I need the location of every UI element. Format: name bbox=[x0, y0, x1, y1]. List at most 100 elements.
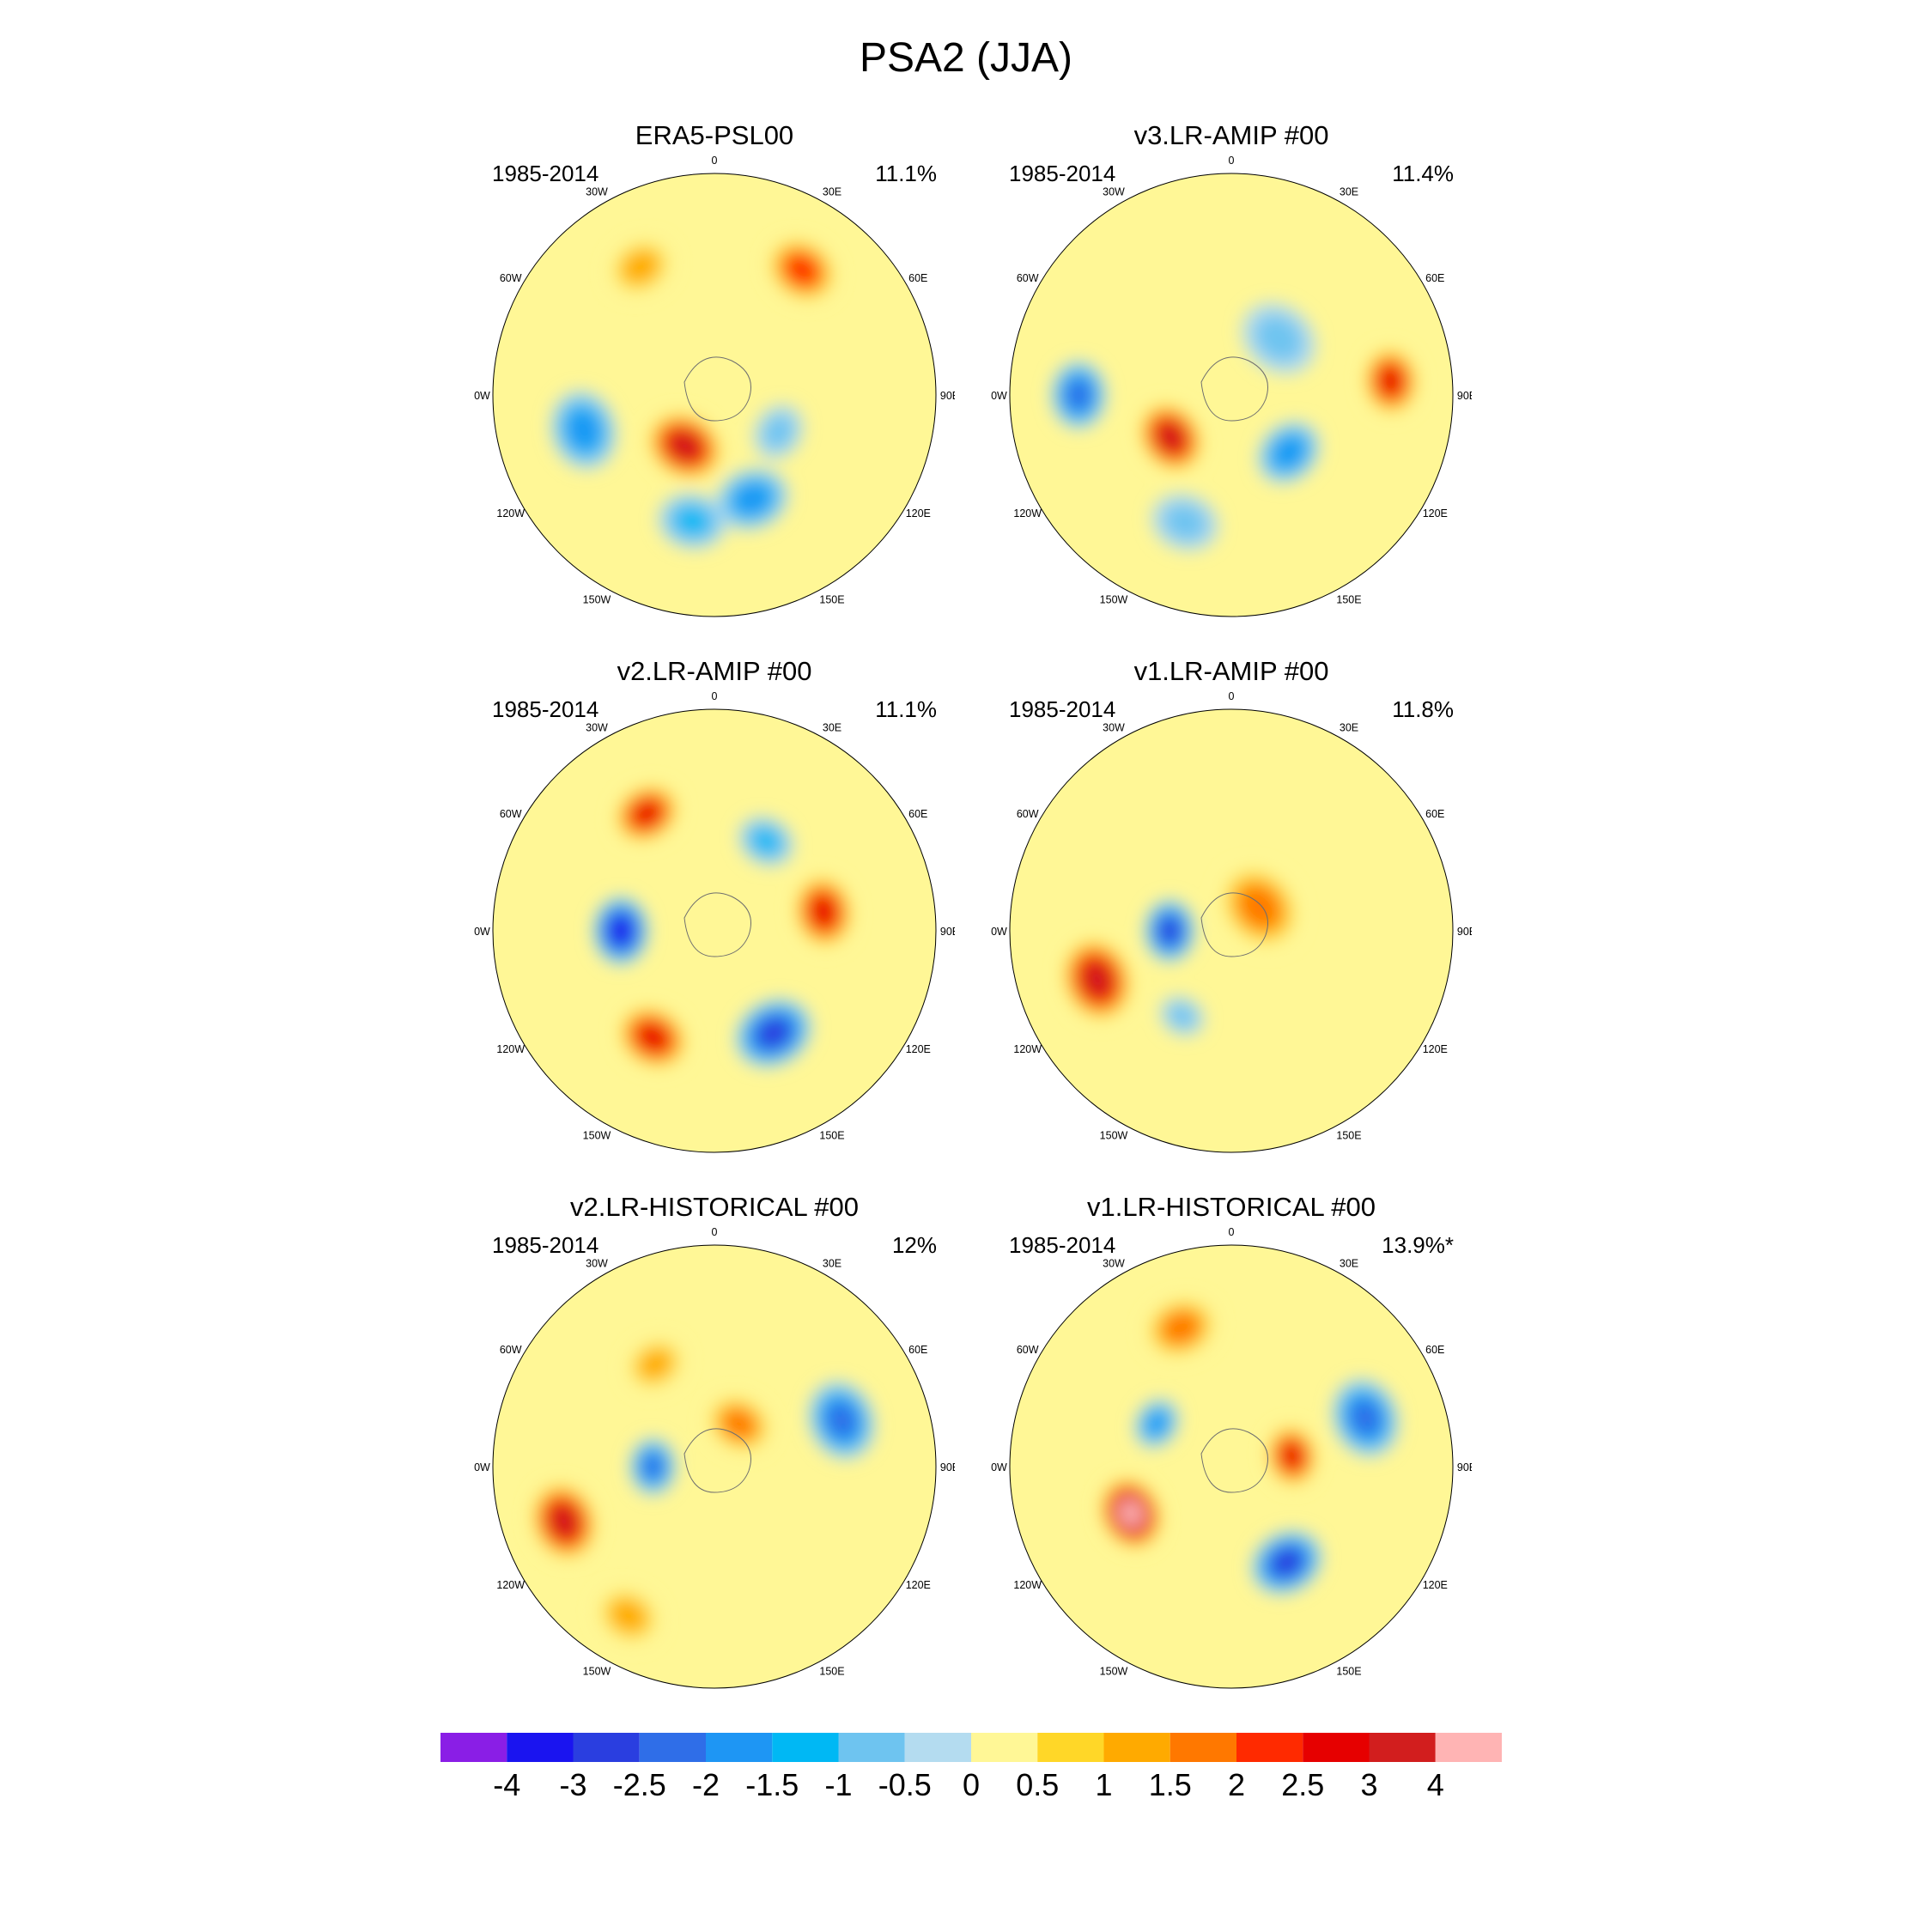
colorbar-swatch bbox=[772, 1733, 839, 1762]
longitude-label: 90W bbox=[474, 1461, 490, 1473]
anomaly-contour bbox=[609, 916, 633, 945]
map-panel-v3-amip: 030E60E90E120E150E180150W120W90W60W30W v… bbox=[991, 120, 1472, 618]
colorbar-swatch bbox=[706, 1733, 773, 1762]
colorbar-swatch bbox=[1170, 1733, 1236, 1762]
figure-title: PSA2 (JJA) bbox=[859, 35, 1073, 81]
anomaly-contour bbox=[1167, 1003, 1197, 1030]
longitude-label: 60E bbox=[908, 808, 927, 820]
panel-title: v3.LR-AMIP #00 bbox=[1133, 120, 1329, 150]
anomaly-contour bbox=[1066, 379, 1091, 411]
colorbar-swatch bbox=[507, 1733, 574, 1762]
colorbar-swatch bbox=[1303, 1733, 1370, 1762]
longitude-label: 30W bbox=[586, 186, 608, 198]
longitude-label: 120W bbox=[1013, 1579, 1042, 1591]
panel-title: v2.LR-HISTORICAL #00 bbox=[570, 1192, 859, 1222]
polar-map: 030E60E90E120E150E180150W120W90W60W30W bbox=[474, 155, 955, 617]
anomaly-contour bbox=[1082, 962, 1112, 998]
anomaly-contour bbox=[568, 410, 600, 450]
longitude-label: 60E bbox=[908, 1344, 927, 1356]
colorbar-tick-label: -3 bbox=[559, 1767, 587, 1802]
longitude-label: 120E bbox=[1423, 1043, 1448, 1055]
polar-map: 030E60E90E120E150E180150W120W90W60W30W bbox=[474, 1226, 955, 1689]
coastline bbox=[1200, 1428, 1268, 1493]
longitude-label: 0 bbox=[1229, 690, 1235, 702]
anomaly-contour bbox=[1158, 917, 1182, 945]
longitude-label: 120W bbox=[496, 1579, 525, 1591]
anomaly-contour bbox=[750, 828, 781, 855]
colorbar-swatch bbox=[639, 1733, 706, 1762]
colorbar-swatch bbox=[838, 1733, 905, 1762]
longitude-label: 60W bbox=[1017, 808, 1039, 820]
coastline bbox=[1200, 356, 1268, 422]
longitude-label: 30W bbox=[1103, 186, 1125, 198]
variance-percent: 11.1% bbox=[875, 696, 937, 722]
colorbar-tick-label: 1 bbox=[1095, 1767, 1113, 1802]
longitude-label: 120E bbox=[906, 507, 931, 519]
variance-percent: 13.9%* bbox=[1382, 1232, 1454, 1258]
colorbar-tick-label: 3 bbox=[1360, 1767, 1378, 1802]
anomaly-contour bbox=[1378, 366, 1403, 396]
longitude-label: 150W bbox=[1100, 1129, 1128, 1141]
anomaly-contour bbox=[673, 506, 711, 537]
coastline bbox=[683, 356, 751, 422]
map-border bbox=[1009, 173, 1454, 617]
longitude-label: 60E bbox=[1425, 1344, 1444, 1356]
period-label: 1985-2014 bbox=[1009, 161, 1116, 186]
anomaly-contour bbox=[642, 1453, 664, 1480]
longitude-label: 30E bbox=[823, 186, 841, 198]
longitude-label: 30W bbox=[586, 722, 608, 734]
field-background bbox=[493, 1245, 936, 1688]
longitude-label: 90E bbox=[1457, 926, 1472, 938]
longitude-label: 90E bbox=[1457, 390, 1472, 402]
map-border bbox=[1009, 708, 1454, 1153]
colorbar-tick-label: -1 bbox=[824, 1767, 853, 1802]
longitude-label: 0 bbox=[712, 690, 718, 702]
longitude-label: 150W bbox=[583, 1129, 611, 1141]
anomaly-contour bbox=[1271, 1548, 1303, 1577]
longitude-label: 120W bbox=[496, 507, 525, 519]
map-panel-era5: 030E60E90E120E150E180150W120W90W60W30W E… bbox=[474, 120, 955, 618]
colorbar-swatch bbox=[1435, 1733, 1502, 1762]
longitude-label: 90E bbox=[940, 926, 955, 938]
anomaly-contour bbox=[550, 1504, 578, 1538]
anomaly-contour bbox=[1280, 1442, 1303, 1470]
anomaly-contour bbox=[756, 1018, 790, 1048]
field-background bbox=[1010, 1245, 1453, 1688]
longitude-label: 30W bbox=[1103, 722, 1125, 734]
map-panel-v1-historical: 030E60E90E120E150E180150W120W90W60W30W v… bbox=[991, 1192, 1472, 1690]
period-label: 1985-2014 bbox=[492, 696, 599, 722]
colorbar-tick-label: 1.5 bbox=[1148, 1767, 1192, 1802]
variance-percent: 11.1% bbox=[875, 161, 937, 186]
longitude-label: 30E bbox=[823, 1258, 841, 1270]
period-label: 1985-2014 bbox=[1009, 1232, 1116, 1258]
anomaly-contour bbox=[632, 800, 661, 827]
longitude-label: 120E bbox=[1423, 507, 1448, 519]
panel-title: v2.LR-AMIP #00 bbox=[617, 656, 812, 686]
longitude-label: 0 bbox=[712, 155, 718, 167]
anomaly-contour bbox=[1163, 1312, 1199, 1343]
longitude-label: 150E bbox=[819, 1129, 844, 1141]
map-panel-v2-amip: 030E60E90E120E150E180150W120W90W60W30W v… bbox=[474, 656, 955, 1154]
colorbar bbox=[440, 1733, 1502, 1762]
coastline bbox=[1200, 892, 1268, 957]
period-label: 1985-2014 bbox=[492, 1232, 599, 1258]
longitude-label: 120W bbox=[496, 1043, 525, 1055]
anomaly-contour bbox=[1350, 1400, 1381, 1436]
colorbar-swatch bbox=[1103, 1733, 1170, 1762]
longitude-label: 30E bbox=[1340, 1258, 1358, 1270]
polar-map: 030E60E90E120E150E180150W120W90W60W30W bbox=[991, 1226, 1472, 1689]
anomaly-contour bbox=[637, 1024, 669, 1052]
longitude-label: 30W bbox=[586, 1258, 608, 1270]
map-border bbox=[492, 1244, 937, 1689]
longitude-label: 0 bbox=[1229, 155, 1235, 167]
polar-map: 030E60E90E120E150E180150W120W90W60W30W bbox=[991, 690, 1472, 1153]
polar-map: 030E60E90E120E150E180150W120W90W60W30W bbox=[991, 155, 1472, 617]
longitude-label: 60E bbox=[1425, 808, 1444, 820]
longitude-label: 60E bbox=[1425, 272, 1444, 284]
longitude-label: 60W bbox=[1017, 1344, 1039, 1356]
polar-map: 030E60E90E120E150E180150W120W90W60W30W bbox=[474, 690, 955, 1153]
longitude-label: 30E bbox=[1340, 722, 1358, 734]
longitude-label: 90W bbox=[991, 926, 1007, 938]
colorbar-swatch bbox=[1369, 1733, 1436, 1762]
longitude-label: 60W bbox=[500, 272, 522, 284]
